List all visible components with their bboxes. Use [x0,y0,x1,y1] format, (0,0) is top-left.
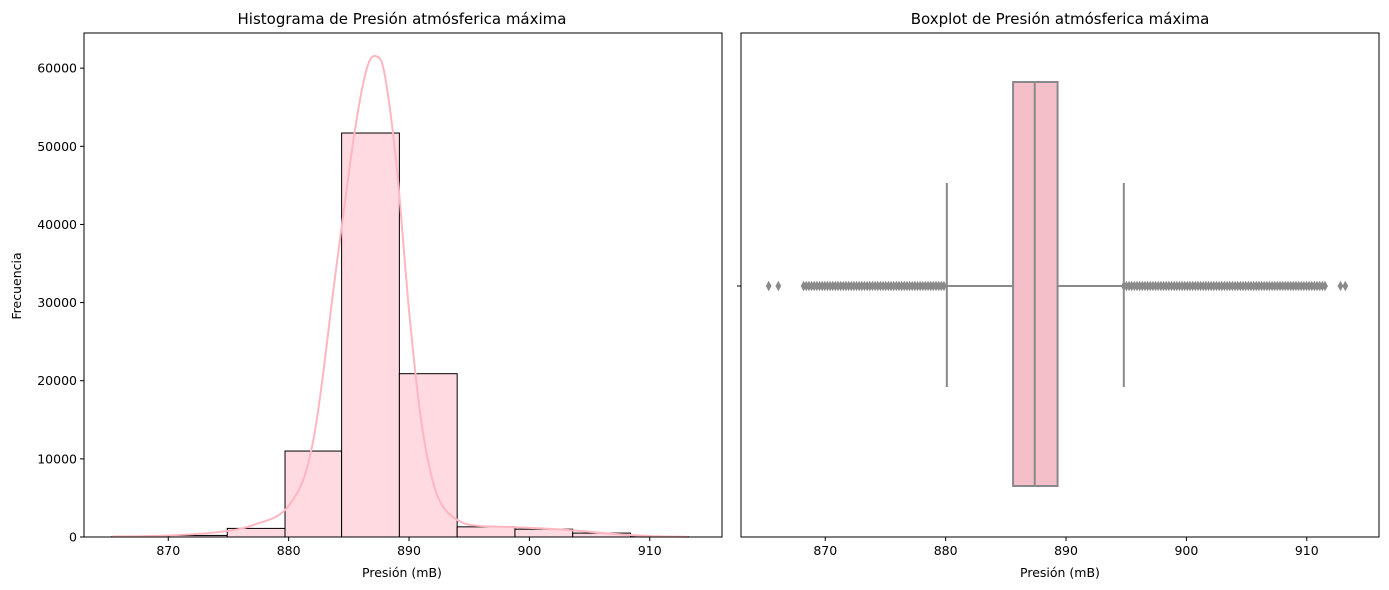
histogram-x-ticks: 870 880 890 900 910 [156,537,662,558]
boxplot-outlier-point [1342,280,1349,292]
histogram-x-tick-label: 870 [156,543,180,558]
histogram-title: Histograma de Presión atmósferica máxima [238,10,567,28]
histogram-y-axis-label: Frecuencia [9,252,24,319]
boxplot-title: Boxplot de Presión atmósferica máxima [911,10,1210,28]
boxplot-body [945,81,1125,487]
histogram-x-tick-label: 900 [517,543,541,558]
boxplot-outlier-point [1322,280,1328,292]
boxplot-x-axis-label: Presión (mB) [1020,565,1100,580]
histogram-y-tick-label: 30000 [37,295,77,310]
histogram-panel: Histograma de Presión atmósferica máxima… [9,10,723,580]
boxplot-x-tick-label: 910 [1295,543,1319,558]
histogram-bar [456,526,516,538]
histogram-axes-frame [83,32,723,538]
histogram-y-tick-label: 0 [69,530,77,545]
histogram-y-tick-label: 60000 [37,61,77,76]
histogram-bar [284,450,343,538]
histogram-bar [398,373,458,538]
boxplot-outlier-point [941,280,947,292]
histogram-y-ticks: 0 10000 20000 30000 40000 50000 60000 [37,61,84,545]
histogram-x-tick-label: 880 [277,543,301,558]
boxplot-x-tick-label: 880 [934,543,958,558]
histogram-y-tick-label: 40000 [37,217,77,232]
boxplot-axes-frame [740,32,1380,538]
histogram-kde-line [111,54,689,538]
boxplot-outlier-point [1337,280,1344,292]
histogram-x-tick-label: 910 [638,543,662,558]
histogram-y-tick-label: 20000 [37,373,77,388]
histogram-x-tick-label: 890 [397,543,421,558]
histogram-bar [341,132,400,538]
boxplot-x-ticks: 870 880 890 900 910 [813,537,1319,558]
boxplot-x-tick-label: 900 [1174,543,1198,558]
boxplot-panel: Boxplot de Presión atmósferica máxima 87… [737,10,1380,580]
boxplot-x-tick-label: 870 [813,543,837,558]
histogram-y-tick-label: 10000 [37,451,77,466]
histogram-x-axis-label: Presión (mB) [362,565,442,580]
boxplot-outlier-point [775,280,782,292]
histogram-y-tick-label: 50000 [37,139,77,154]
boxplot-outliers [765,280,1349,292]
boxplot-x-tick-label: 890 [1054,543,1078,558]
boxplot-outlier-point [765,280,772,292]
